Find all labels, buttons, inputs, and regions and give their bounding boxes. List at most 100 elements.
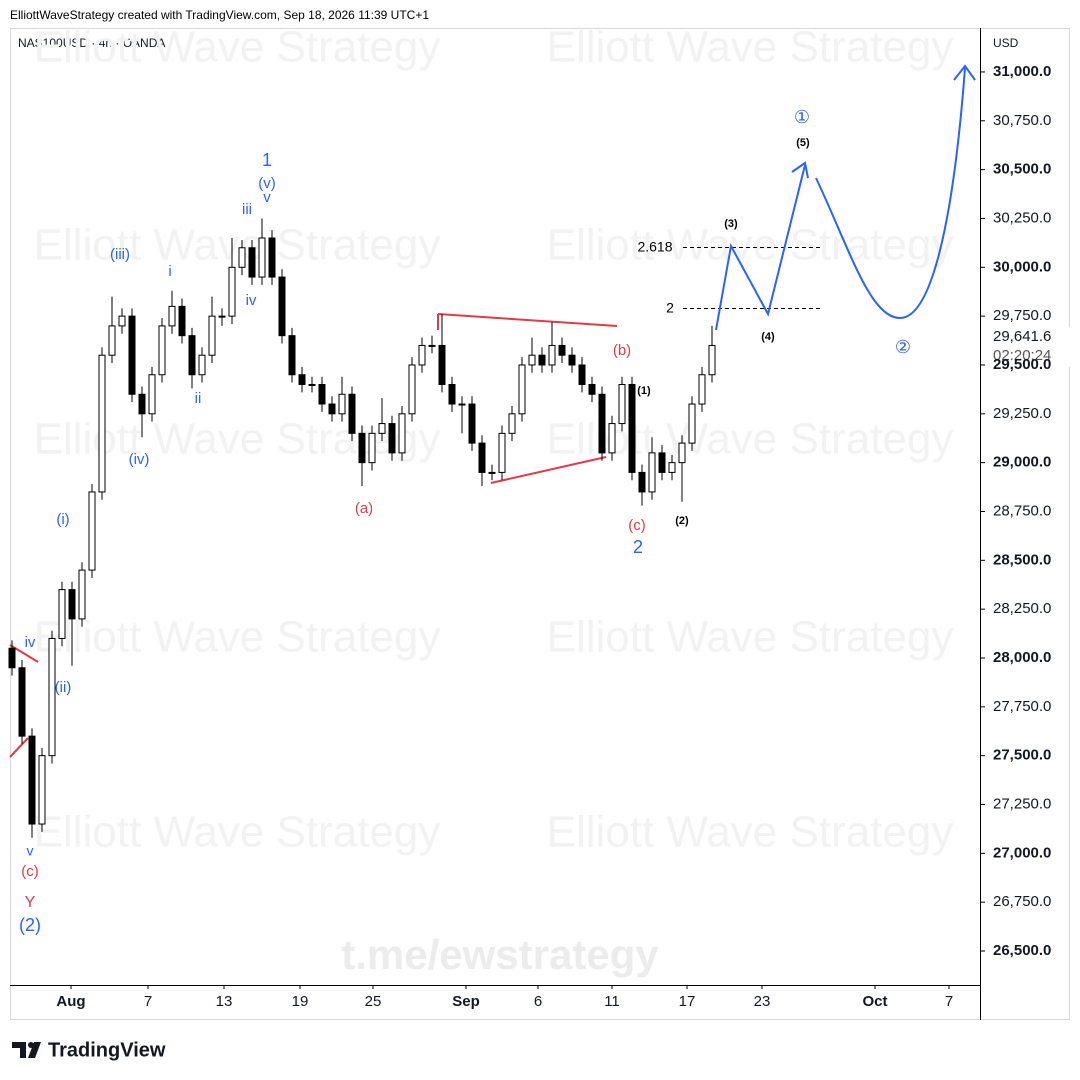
candle-body: [548, 344, 556, 366]
candle-body: [658, 452, 666, 473]
x-tick-label: 19: [292, 993, 309, 1010]
y-tick-label: 27,500.0: [993, 747, 1051, 764]
candle-body: [478, 442, 486, 473]
candle-body: [708, 344, 716, 376]
candle-body: [618, 384, 626, 425]
candle-body: [358, 432, 366, 464]
candle-body: [118, 315, 126, 327]
watermark: Elliott Wave Strategy: [34, 613, 441, 662]
candle-body: [448, 384, 456, 405]
candle-body: [8, 647, 16, 669]
candle-body: [468, 403, 476, 444]
candle-body: [428, 344, 436, 347]
projection-curve: [815, 67, 966, 320]
candle-body: [48, 637, 56, 757]
candle-body: [308, 384, 316, 387]
wave-label: (4): [761, 331, 775, 343]
candle-body: [368, 432, 376, 464]
wave-label: (a): [355, 500, 373, 517]
y-tick-label: 29,250.0: [993, 405, 1051, 422]
currency: USD: [993, 36, 1019, 50]
candle-body: [298, 374, 306, 386]
wave-label: v: [263, 189, 271, 206]
candle-body: [188, 335, 196, 376]
wave-label: (2): [675, 515, 689, 527]
candle-body: [178, 305, 186, 337]
candle-body: [508, 413, 516, 434]
candle-body: [568, 354, 576, 366]
triangle-bottom: [490, 456, 607, 484]
y-tick-label: 31,000.0: [993, 63, 1051, 80]
x-tick-label: 25: [365, 993, 382, 1010]
plot: [8, 218, 716, 838]
candle-body: [78, 569, 86, 620]
wave-label: (iv): [129, 451, 150, 468]
candle-body: [288, 335, 296, 376]
candle-body: [628, 384, 636, 473]
last-price-box: [981, 327, 1070, 367]
y-tick-label: 26,500.0: [993, 942, 1051, 959]
candle-body: [218, 315, 226, 318]
candle-body: [408, 364, 416, 415]
wave-label: i: [168, 263, 171, 280]
wave-label: 1: [262, 150, 272, 170]
candle-body: [278, 276, 286, 337]
last-price: 29,641.6: [993, 328, 1051, 345]
link-watermark: t.me/ewstrategy: [341, 931, 659, 978]
x-tick-label: 23: [754, 993, 771, 1010]
candle-body: [578, 364, 586, 386]
candle-body: [248, 247, 256, 278]
candle-body: [168, 305, 176, 327]
wave-label: (3): [724, 218, 738, 230]
y-tick-label: 29,750.0: [993, 307, 1051, 324]
candle-body: [28, 735, 36, 825]
wave-label: (iii): [110, 246, 130, 263]
candle-body: [338, 393, 346, 415]
x-tick-label: 11: [604, 993, 620, 1010]
candle-body: [688, 403, 696, 444]
wave-label: ①: [794, 107, 810, 127]
wave-label: (ii): [55, 679, 72, 696]
candle-body: [588, 384, 596, 395]
candle-body: [518, 364, 526, 415]
wave-label: 2: [666, 300, 674, 316]
x-tick-label: Oct: [862, 993, 887, 1010]
watermark: Elliott Wave Strategy: [34, 23, 441, 72]
triangle-top: [437, 313, 618, 327]
candle-body: [238, 247, 246, 268]
y-tick-label: 27,000.0: [993, 844, 1051, 861]
candle-body: [18, 667, 26, 737]
y-tick-label: 27,750.0: [993, 698, 1051, 715]
candle-body: [378, 423, 386, 434]
countdown: 02:20:24: [993, 347, 1051, 364]
candle-body: [678, 442, 686, 464]
candle-body: [228, 266, 236, 317]
projection-path: [715, 164, 806, 331]
candle-body: [148, 374, 156, 415]
candle-body: [258, 237, 266, 278]
candle-body: [398, 413, 406, 454]
y-tick-label: 26,750.0: [993, 893, 1051, 910]
arrow-head: [953, 64, 976, 81]
annotations: iv(ii)v(c)Y(2)(i)(iii)(iv)iiiiiiivv(v)1(…: [19, 107, 911, 935]
x-tick-label: Sep: [452, 993, 480, 1010]
y-tick-label: 28,750.0: [993, 502, 1051, 519]
wave-label: (i): [56, 511, 69, 528]
wave-label: 2: [633, 537, 643, 557]
candle-body: [328, 403, 336, 415]
y-tick-label: 27,250.0: [993, 795, 1051, 812]
candle-body: [438, 344, 446, 386]
wave-label: Y: [25, 894, 36, 911]
x-tick-label: 6: [534, 993, 542, 1010]
logo-dot: [28, 1042, 34, 1048]
wave-label: (v): [258, 175, 276, 192]
wave-label: iii: [242, 201, 252, 218]
wave-label: (1): [637, 385, 651, 397]
candle-body: [108, 325, 116, 356]
candle-body: [498, 432, 506, 473]
brand: TradingView: [48, 1039, 166, 1061]
watermark: Elliott Wave Strategy: [34, 221, 441, 270]
candle-body: [488, 471, 496, 474]
